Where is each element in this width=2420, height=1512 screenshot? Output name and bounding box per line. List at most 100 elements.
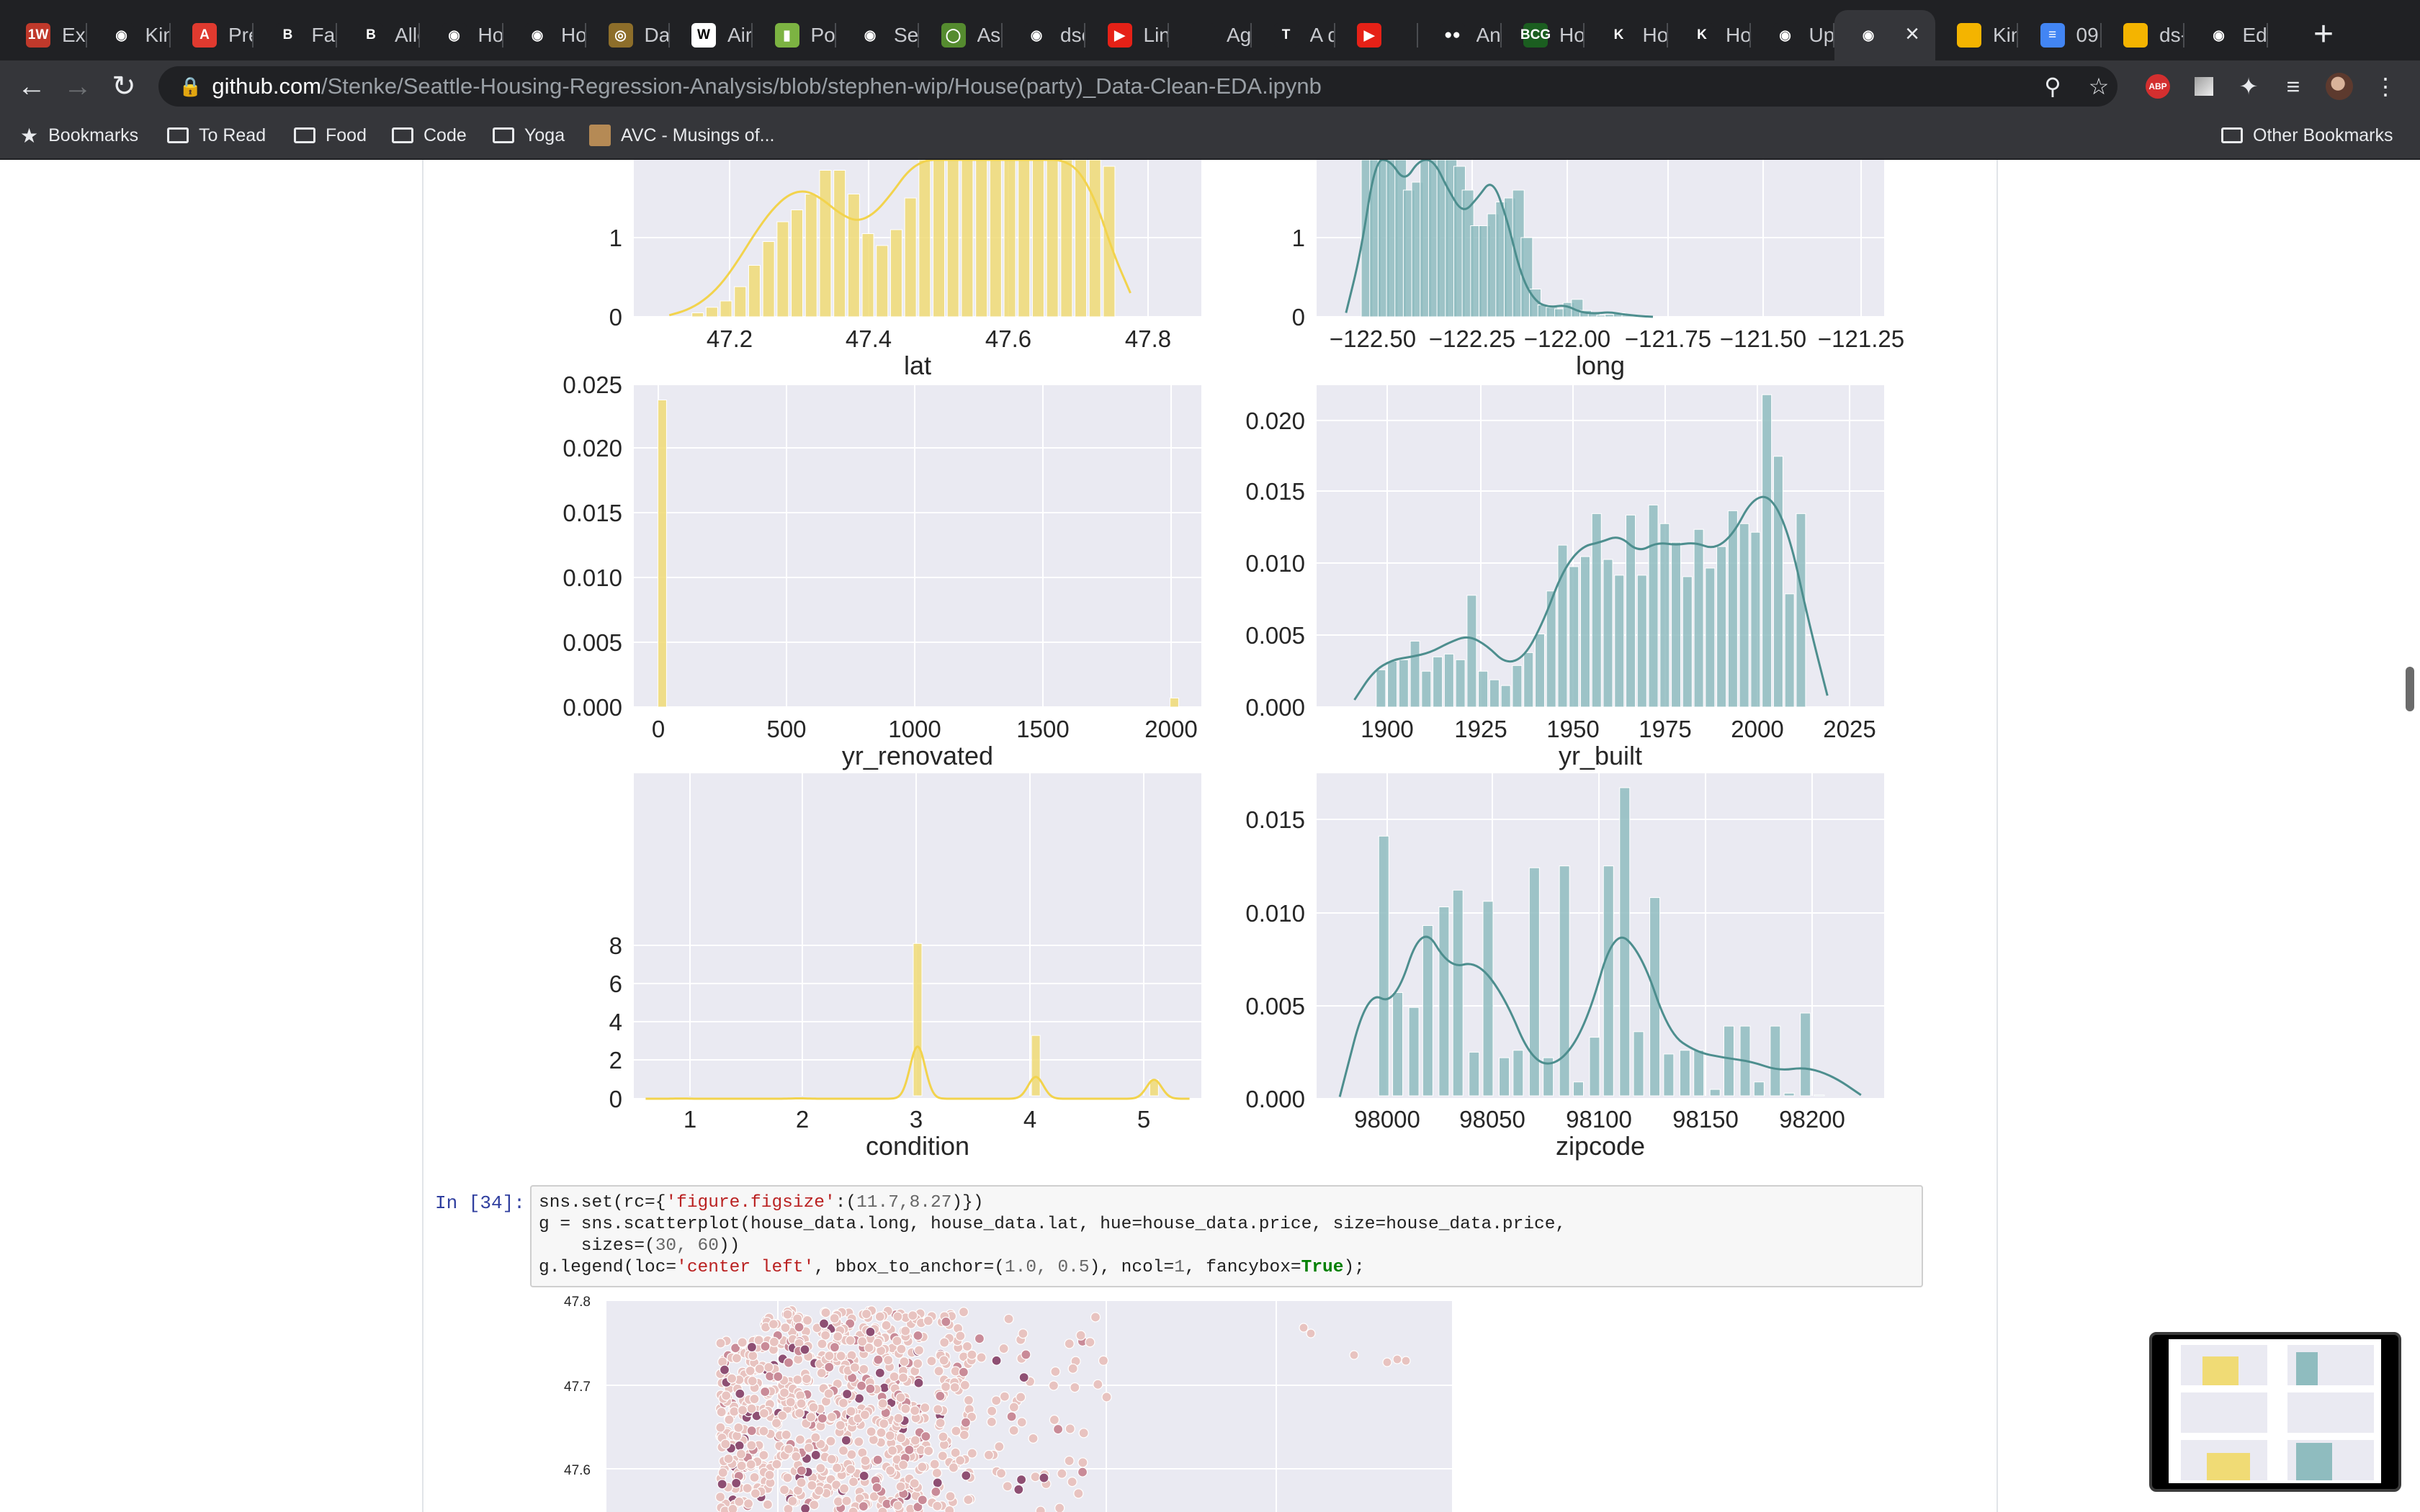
tab-16[interactable]: ▶	[1335, 10, 1418, 60]
tab-19[interactable]: K Ho	[1585, 10, 1668, 60]
scatter-point	[732, 1354, 741, 1363]
tab-10[interactable]: ◉ Sea	[836, 10, 919, 60]
scatter-point	[1014, 1485, 1023, 1494]
y-tick-label: 0.015	[563, 500, 622, 526]
scatter-point	[728, 1504, 738, 1512]
other-bookmarks[interactable]: Other Bookmarks	[2221, 122, 2393, 148]
x-tick-label: 47.6	[985, 325, 1031, 352]
tab-9[interactable]: ▮ Pol	[753, 10, 836, 60]
address-bar[interactable]: 🔒 github.com/Stenke/Seattle-Housing-Regr…	[158, 66, 2118, 107]
tab-5[interactable]: ◉ Hou	[421, 10, 503, 60]
bookmark-folder-food[interactable]: Food	[294, 122, 367, 148]
tab-7[interactable]: ◎ Dat	[587, 10, 670, 60]
new-tab-button[interactable]: +	[2313, 14, 2334, 54]
tab-2[interactable]: A Pre	[171, 10, 254, 60]
avatar[interactable]	[2323, 71, 2355, 102]
scatter-point	[743, 1484, 752, 1493]
scatter-point	[1350, 1351, 1358, 1359]
tab-3[interactable]: B Fac	[254, 10, 337, 60]
k-icon: K	[1607, 23, 1631, 48]
tab-14[interactable]: Age	[1169, 10, 1252, 60]
scatter-point	[734, 1423, 743, 1432]
scatter-point	[924, 1446, 933, 1456]
hist-bar	[777, 222, 789, 317]
hist-bar	[1694, 529, 1703, 707]
tab-25[interactable]: ds-	[2102, 10, 2184, 60]
back-button[interactable]: ←	[14, 69, 49, 104]
hist-bar	[1535, 634, 1544, 707]
scatter-point	[858, 1337, 867, 1346]
scatter-point	[1031, 1472, 1040, 1482]
y-tick-label: 1	[609, 225, 622, 251]
tab-22[interactable]: ◉ ×	[1834, 10, 1935, 60]
hist-bar	[976, 160, 987, 317]
y-tick-label: 0.000	[1245, 694, 1305, 721]
avc-icon	[589, 125, 611, 146]
hist-bar	[1422, 925, 1433, 1096]
tab-12[interactable]: ◉ dsc	[1003, 10, 1085, 60]
bookmark-avc[interactable]: AVC - Musings of...	[589, 122, 775, 148]
hist-bar	[1529, 868, 1539, 1096]
puzzle-icon[interactable]: ✦	[2233, 71, 2264, 102]
media-queue-icon[interactable]: ≡	[2277, 71, 2309, 102]
hist-bar	[692, 313, 704, 318]
bookmark-star-icon[interactable]: ☆	[2083, 71, 2115, 102]
x-tick-label: 1950	[1546, 716, 1599, 742]
close-tab-icon[interactable]: ×	[1905, 20, 1919, 48]
scatter-point	[921, 1432, 931, 1441]
y-tick-label: 0	[609, 1086, 622, 1112]
scatter-point	[842, 1496, 851, 1506]
scatter-point	[918, 1495, 927, 1505]
menu-kebab-icon[interactable]: ⋮	[2370, 71, 2401, 102]
x-tick-label: 2	[796, 1106, 809, 1133]
scatter-point	[939, 1356, 949, 1365]
tab-0[interactable]: 1W Exp	[4, 10, 87, 60]
hist-bar	[1031, 1035, 1040, 1096]
tab-6[interactable]: ◉ Hou	[503, 10, 586, 60]
youtube-icon: ▶	[1108, 23, 1132, 48]
tab-24[interactable]: ≡ 09	[2019, 10, 2102, 60]
scatter-point	[861, 1309, 871, 1318]
adblock-icon[interactable]: ABP	[2142, 71, 2174, 102]
hist-bar	[1379, 836, 1389, 1096]
tab-26[interactable]: ◉ Edi	[2185, 10, 2268, 60]
zoom-icon[interactable]: ⚲	[2037, 71, 2069, 102]
tab-8[interactable]: W Airl	[670, 10, 753, 60]
scatter-point	[846, 1464, 856, 1474]
code-line-1: sns.set(rc={'figure.figsize':(11.7,8.27)…	[539, 1192, 1914, 1214]
minimap-preview	[2152, 1335, 2398, 1489]
tab-4[interactable]: B Alle	[337, 10, 420, 60]
code-cell[interactable]: sns.set(rc={'figure.figsize':(11.7,8.27)…	[530, 1185, 1923, 1287]
reload-button[interactable]: ↻	[107, 69, 141, 104]
tab-13[interactable]: ▶ Lin	[1086, 10, 1169, 60]
bookmark-folder-code[interactable]: Code	[392, 122, 467, 148]
scatter-point	[1017, 1475, 1026, 1485]
hist-bar	[1664, 1054, 1674, 1096]
minimap-thumbnail[interactable]	[2149, 1332, 2401, 1492]
scrollbar-thumb[interactable]	[2406, 667, 2414, 711]
forward-button[interactable]: →	[60, 69, 95, 104]
tab-23[interactable]: Kin	[1935, 10, 2018, 60]
tab-21[interactable]: ◉ Upl	[1752, 10, 1834, 60]
scatter-point	[992, 1356, 1001, 1365]
tab-1[interactable]: ◉ Kin	[88, 10, 171, 60]
panel-yr_built: 1900 1925 1950 1975 2000 2025 0.000 0.005 0.010 0…	[1245, 385, 1884, 770]
tab-title: Sea	[894, 24, 919, 47]
scatter-point	[745, 1366, 755, 1375]
tab-title: Ass	[977, 24, 1003, 47]
tab-11[interactable]: ◯ Ass	[920, 10, 1003, 60]
bookmark-folder-yoga[interactable]: Yoga	[493, 122, 565, 148]
tab-20[interactable]: K Ho	[1668, 10, 1751, 60]
extension-icon[interactable]	[2188, 71, 2220, 102]
scatter-point	[803, 1315, 812, 1325]
scatter-point	[1004, 1314, 1013, 1323]
scatter-point	[901, 1326, 910, 1336]
tab-17[interactable]: ●● An	[1419, 10, 1502, 60]
hist-bar	[1717, 546, 1726, 707]
bookmarks-star[interactable]: ★ Bookmarks	[20, 122, 138, 148]
tab-18[interactable]: BCG Hov	[1502, 10, 1585, 60]
scatter-point	[866, 1384, 875, 1393]
tab-title: Ho	[1726, 24, 1751, 47]
bookmark-folder-to-read[interactable]: To Read	[167, 122, 266, 148]
